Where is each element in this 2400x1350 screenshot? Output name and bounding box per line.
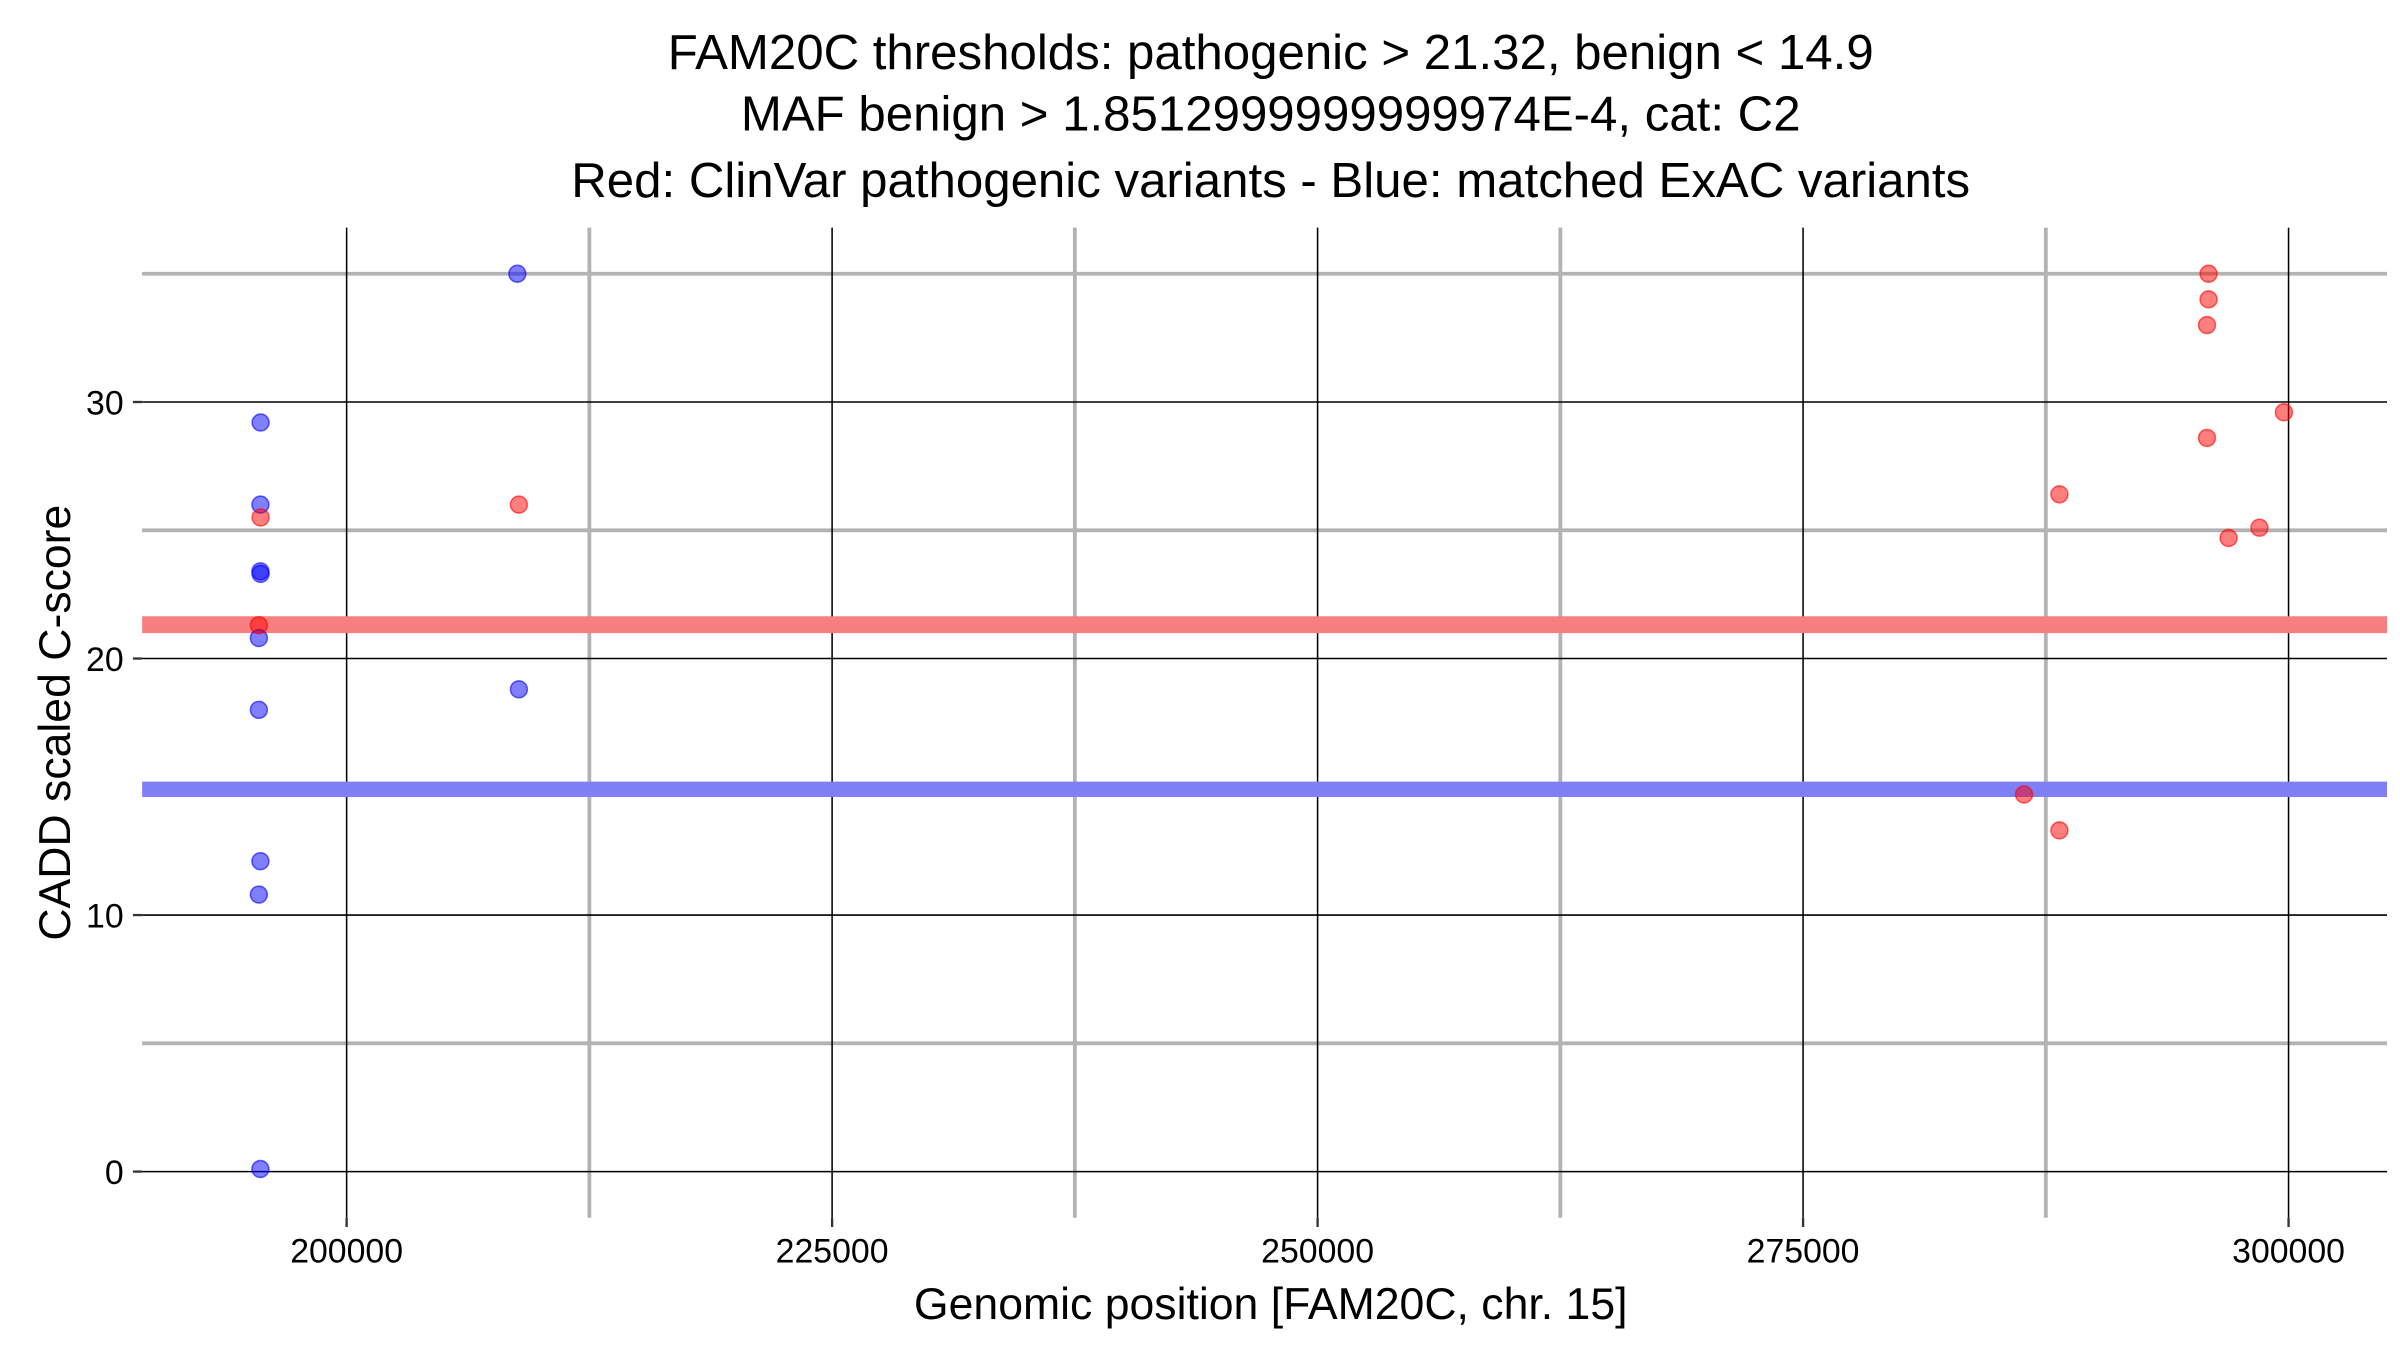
exac-point [508,264,527,283]
y-axis-label: CADD scaled C-score [31,505,80,941]
data-marks [142,264,2388,1179]
grid [142,227,2388,1218]
chart-title-line-1: FAM20C thresholds: pathogenic > 21.32, b… [668,25,1874,80]
exac-point [249,700,269,720]
x-tick-label: 250000 [1261,1232,1374,1270]
clinvar-point [2197,428,2217,448]
clinvar-point [2050,821,2069,840]
x-tick-label: 225000 [776,1232,889,1270]
clinvar-point [2197,315,2217,335]
x-axis-label: Genomic position [FAM20C, chr. 15] [914,1280,1628,1329]
clinvar-point [2274,403,2294,422]
clinvar-point [251,508,270,527]
x-tick-label: 275000 [1747,1232,1860,1270]
clinvar-point [509,495,529,514]
clinvar-point [2199,264,2218,283]
x-tick-label: 200000 [290,1232,403,1270]
clinvar-point [2250,518,2269,537]
clinvar-point [249,615,269,635]
x-tick-label: 300000 [2232,1232,2345,1270]
clinvar-point [2219,528,2238,548]
exac-point [509,680,529,699]
clinvar-point [2050,485,2069,504]
chart-title-line-3: Red: ClinVar pathogenic variants - Blue:… [571,153,1970,208]
axis-ticks: 200000 225000 250000 275000 300000 0 10 20 30 [86,384,2345,1270]
exac-point [251,564,270,584]
y-tick-label: 30 [86,384,124,422]
clinvar-point [2014,785,2034,804]
exac-point [249,885,269,904]
y-tick-label: 0 [105,1154,124,1192]
chart-title-line-2: MAF benign > 1.8512999999999974E-4, cat:… [741,87,1801,142]
exac-point [251,851,270,871]
y-tick-label: 10 [86,897,124,935]
clinvar-point [2199,290,2218,309]
y-tick-label: 20 [86,641,124,679]
exac-point [251,413,270,432]
exac-point [251,1159,270,1179]
